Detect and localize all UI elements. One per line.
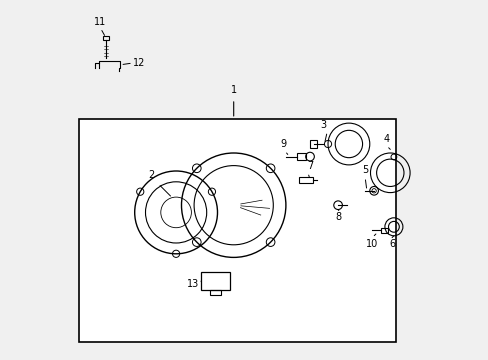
Text: 1: 1 [230, 85, 236, 95]
Text: 9: 9 [280, 139, 286, 149]
Bar [210, 290, 221, 295]
Text: 11: 11 [94, 17, 106, 27]
Bar [296, 153, 305, 160]
Bar [381, 228, 387, 233]
Text: 7: 7 [307, 161, 313, 171]
Text: 3: 3 [320, 120, 326, 130]
Bar [309, 140, 317, 148]
Text: 13: 13 [187, 279, 199, 289]
Text: 8: 8 [335, 212, 341, 222]
FancyBboxPatch shape [79, 119, 395, 342]
Bar [103, 36, 108, 40]
Text: 2: 2 [147, 170, 154, 180]
Text: 4: 4 [383, 134, 389, 144]
Text: 5: 5 [361, 165, 367, 175]
Text: 6: 6 [388, 239, 394, 249]
Bar [298, 177, 312, 183]
Text: 10: 10 [366, 239, 378, 249]
Text: 12: 12 [133, 58, 145, 68]
